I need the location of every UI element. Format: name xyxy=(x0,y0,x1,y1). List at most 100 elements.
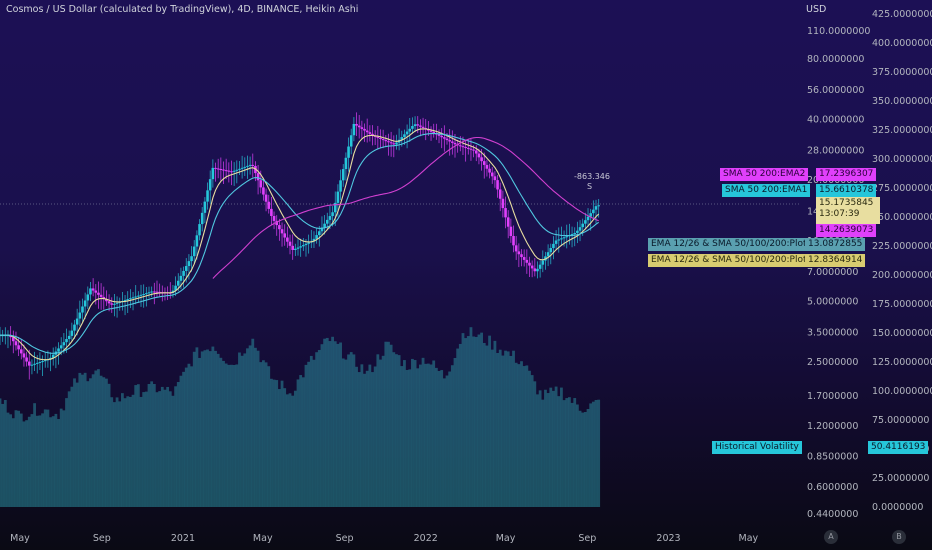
volatility-bar xyxy=(347,354,350,507)
log-scale-button[interactable]: B xyxy=(892,530,906,544)
candle-body xyxy=(419,125,422,127)
volatility-axis-tick: 375.0000000 xyxy=(872,67,932,78)
time-axis-tick: 2022 xyxy=(414,533,438,544)
candle-body xyxy=(336,191,340,203)
candle-body xyxy=(578,227,582,231)
candle-body xyxy=(86,294,90,301)
volatility-bar xyxy=(110,397,114,507)
candle-body xyxy=(482,161,486,165)
volatility-bar xyxy=(222,360,225,507)
volatility-bar xyxy=(442,378,446,507)
volatility-bar xyxy=(174,386,178,507)
volatility-bar xyxy=(0,398,2,507)
candle-body xyxy=(222,169,225,171)
price-axis-tick: 0.4400000 xyxy=(807,509,858,520)
candle-body xyxy=(368,132,372,134)
plot1-tag-value: 13.0872855 xyxy=(805,238,866,251)
volatility-bar xyxy=(214,350,217,507)
volatility-bar xyxy=(389,344,393,507)
candle-body xyxy=(565,236,569,238)
volatility-bar xyxy=(512,350,515,507)
plot2-tag-value: 12.8364914 xyxy=(805,254,866,267)
volatility-bar xyxy=(461,333,465,507)
volatility-bar xyxy=(155,392,159,507)
volatility-bar xyxy=(57,419,60,507)
volatility-axis-tick: 175.0000000 xyxy=(872,299,932,310)
time-axis-tick: 2021 xyxy=(171,533,195,544)
volatility-bar xyxy=(371,372,374,507)
candle-body xyxy=(365,130,369,133)
candle-body xyxy=(155,291,159,293)
candle-body xyxy=(349,135,353,147)
volatility-axis-tick: 200.0000000 xyxy=(872,270,932,281)
candle-body xyxy=(256,173,260,181)
volatility-bar xyxy=(171,395,175,507)
candle-body xyxy=(389,142,393,144)
candle-body xyxy=(339,180,342,192)
volatility-bar xyxy=(514,362,518,507)
volatility-bar xyxy=(472,336,476,507)
volatility-bar xyxy=(41,413,44,507)
candle-body xyxy=(437,134,441,136)
heikin-ashi-candles xyxy=(0,112,600,380)
price-axis-tick: 28.0000000 xyxy=(807,146,864,157)
volatility-bar xyxy=(363,373,366,507)
candle-body xyxy=(496,180,499,190)
candle-body xyxy=(536,268,539,272)
candle-body xyxy=(573,232,577,235)
volatility-bar xyxy=(208,351,212,507)
time-axis-tick: May xyxy=(739,533,759,544)
candle-body xyxy=(490,172,494,177)
volatility-bar xyxy=(339,342,342,507)
volatility-bar xyxy=(51,416,55,507)
candle-body xyxy=(512,236,515,246)
volatility-bar xyxy=(200,351,204,507)
candle-body xyxy=(504,208,507,218)
candle-body xyxy=(182,270,185,276)
candle-body xyxy=(474,150,478,154)
candle-body xyxy=(107,301,111,304)
candle-body xyxy=(408,128,412,132)
volatility-axis-tick: 250.0000000 xyxy=(872,212,932,223)
volatility-bar xyxy=(381,355,385,507)
candle-body xyxy=(594,206,598,210)
volatility-bar xyxy=(597,399,601,507)
candle-body xyxy=(405,131,409,135)
last-price-value: 15.1735845 xyxy=(819,198,874,208)
price-axis-tick: 7.0000000 xyxy=(807,267,858,278)
auto-scale-button[interactable]: A xyxy=(824,530,838,544)
volatility-bar xyxy=(224,363,228,507)
volatility-bar xyxy=(344,359,348,507)
volatility-bar xyxy=(291,395,295,507)
candle-body xyxy=(142,293,145,295)
candle-body xyxy=(243,166,247,168)
candle-body xyxy=(317,231,321,236)
candle-body xyxy=(134,296,137,298)
volatility-bar xyxy=(33,403,36,507)
candle-body xyxy=(299,246,302,248)
volatility-bar xyxy=(211,346,215,507)
volatility-bar xyxy=(448,371,452,507)
candle-body xyxy=(525,259,529,263)
candle-body xyxy=(179,275,183,281)
candle-body xyxy=(145,293,148,295)
volatility-bar xyxy=(575,404,579,507)
volatility-bar xyxy=(562,400,566,507)
candle-body xyxy=(312,238,316,242)
ema-slow-line xyxy=(0,133,600,354)
volatility-bar xyxy=(67,391,71,507)
volatility-bar xyxy=(458,343,462,507)
volatility-bar xyxy=(482,342,486,507)
volatility-bar xyxy=(259,362,263,507)
volatility-bar xyxy=(86,381,90,507)
volatility-bar xyxy=(166,386,170,507)
volatility-bar xyxy=(304,364,308,507)
volatility-bar xyxy=(450,365,454,507)
candle-body xyxy=(174,285,177,291)
time-axis-tick: May xyxy=(496,533,516,544)
candle-body xyxy=(546,252,550,257)
volatility-bar xyxy=(453,357,457,507)
volatility-bar xyxy=(94,370,98,507)
candle-body xyxy=(190,256,193,262)
